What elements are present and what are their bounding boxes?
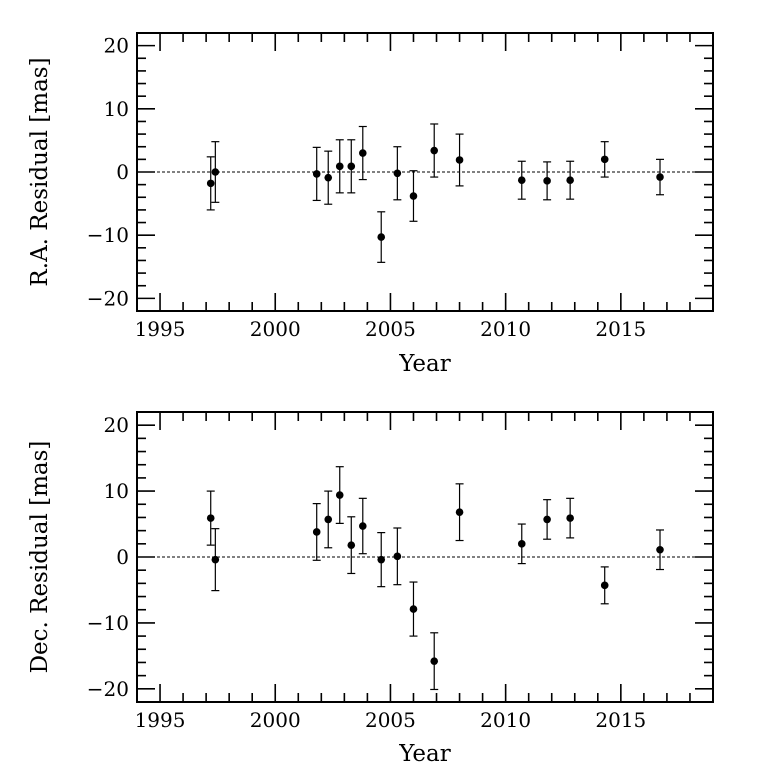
ra-data-point xyxy=(543,177,551,185)
ra-x-tick-label: 2015 xyxy=(595,317,646,341)
dec-x-tick-label: 2010 xyxy=(480,708,531,732)
ra-y-axis-title: R.A. Residual [mas] xyxy=(27,57,53,286)
ra-x-tick-label: 2010 xyxy=(480,317,531,341)
dec-ticks xyxy=(136,411,714,703)
ra-x-tick-labels: 1995 2000 2005 2010 2015 xyxy=(135,317,647,341)
dec-y-tick-label: 20 xyxy=(104,413,129,437)
ra-data-point xyxy=(517,176,526,185)
ra-data-point xyxy=(206,179,215,188)
dec-data-point xyxy=(377,555,386,564)
ra-y-tick-label: 0 xyxy=(116,160,129,184)
dec-y-axis-title: Dec. Residual [mas] xyxy=(27,441,53,674)
ra-y-tick-labels: −20 −10 0 10 20 xyxy=(87,34,129,311)
dec-y-tick-labels: −20 −10 0 10 20 xyxy=(87,413,129,701)
ra-data-point xyxy=(430,146,439,155)
dec-x-tick-label: 1995 xyxy=(135,708,186,732)
ra-data-point xyxy=(455,156,464,164)
dec-data-point xyxy=(517,540,526,548)
ra-ticks xyxy=(136,32,714,312)
dec-data-point xyxy=(393,552,402,561)
ra-data-point xyxy=(324,173,333,182)
ra-data-point xyxy=(566,176,574,185)
dec-data-point xyxy=(430,657,439,665)
dec-data-point xyxy=(358,522,367,530)
dec-data-point xyxy=(455,508,464,516)
dec-x-tick-label: 2000 xyxy=(250,708,301,732)
ra-y-tick-label: −20 xyxy=(87,286,129,310)
ra-residual-panel: 1995 2000 2005 2010 2015 −20 −10 0 10 20 Year R.… xyxy=(27,32,714,377)
ra-y-tick-label: 20 xyxy=(104,34,129,58)
ra-data-point xyxy=(377,233,386,241)
dec-x-axis-title: Year xyxy=(398,741,451,767)
dec-data-point xyxy=(656,545,664,554)
dec-data-point xyxy=(409,605,418,613)
ra-y-tick-label: −10 xyxy=(87,223,129,247)
dec-data-point xyxy=(211,555,220,564)
ra-data-point xyxy=(211,168,220,176)
ra-data-point xyxy=(393,169,402,178)
dec-x-tick-labels: 1995 2000 2005 2010 2015 xyxy=(135,708,647,732)
dec-x-tick-label: 2005 xyxy=(365,708,416,732)
dec-data-point xyxy=(566,514,574,522)
dec-y-tick-label: 0 xyxy=(116,545,129,569)
dec-data-point xyxy=(312,528,321,536)
ra-y-tick-label: 10 xyxy=(104,97,129,121)
ra-data-points xyxy=(206,123,665,263)
ra-x-tick-label: 1995 xyxy=(135,317,186,341)
dec-data-point xyxy=(543,515,551,524)
dec-y-tick-label: 10 xyxy=(104,479,129,503)
dec-x-tick-label: 2015 xyxy=(595,708,646,732)
ra-data-point xyxy=(409,192,418,200)
ra-data-point xyxy=(358,149,367,157)
dec-data-point xyxy=(335,491,344,499)
ra-data-point xyxy=(335,162,344,171)
ra-data-point xyxy=(312,170,321,178)
ra-data-point xyxy=(600,155,609,164)
dec-data-point xyxy=(206,514,215,522)
dec-data-point xyxy=(600,581,609,590)
ra-x-tick-label: 2005 xyxy=(365,317,416,341)
dec-data-point xyxy=(347,541,356,549)
dec-data-point xyxy=(324,515,333,524)
ra-data-point xyxy=(347,162,356,171)
ra-data-point xyxy=(656,173,664,181)
dec-y-tick-label: −20 xyxy=(87,677,129,701)
dec-y-tick-label: −10 xyxy=(87,611,129,635)
dec-data-points xyxy=(206,466,665,691)
ra-x-tick-label: 2000 xyxy=(250,317,301,341)
dec-residual-panel: 1995 2000 2005 2010 2015 −20 −10 0 10 20 Year De… xyxy=(27,411,714,767)
ra-x-axis-title: Year xyxy=(398,351,451,377)
